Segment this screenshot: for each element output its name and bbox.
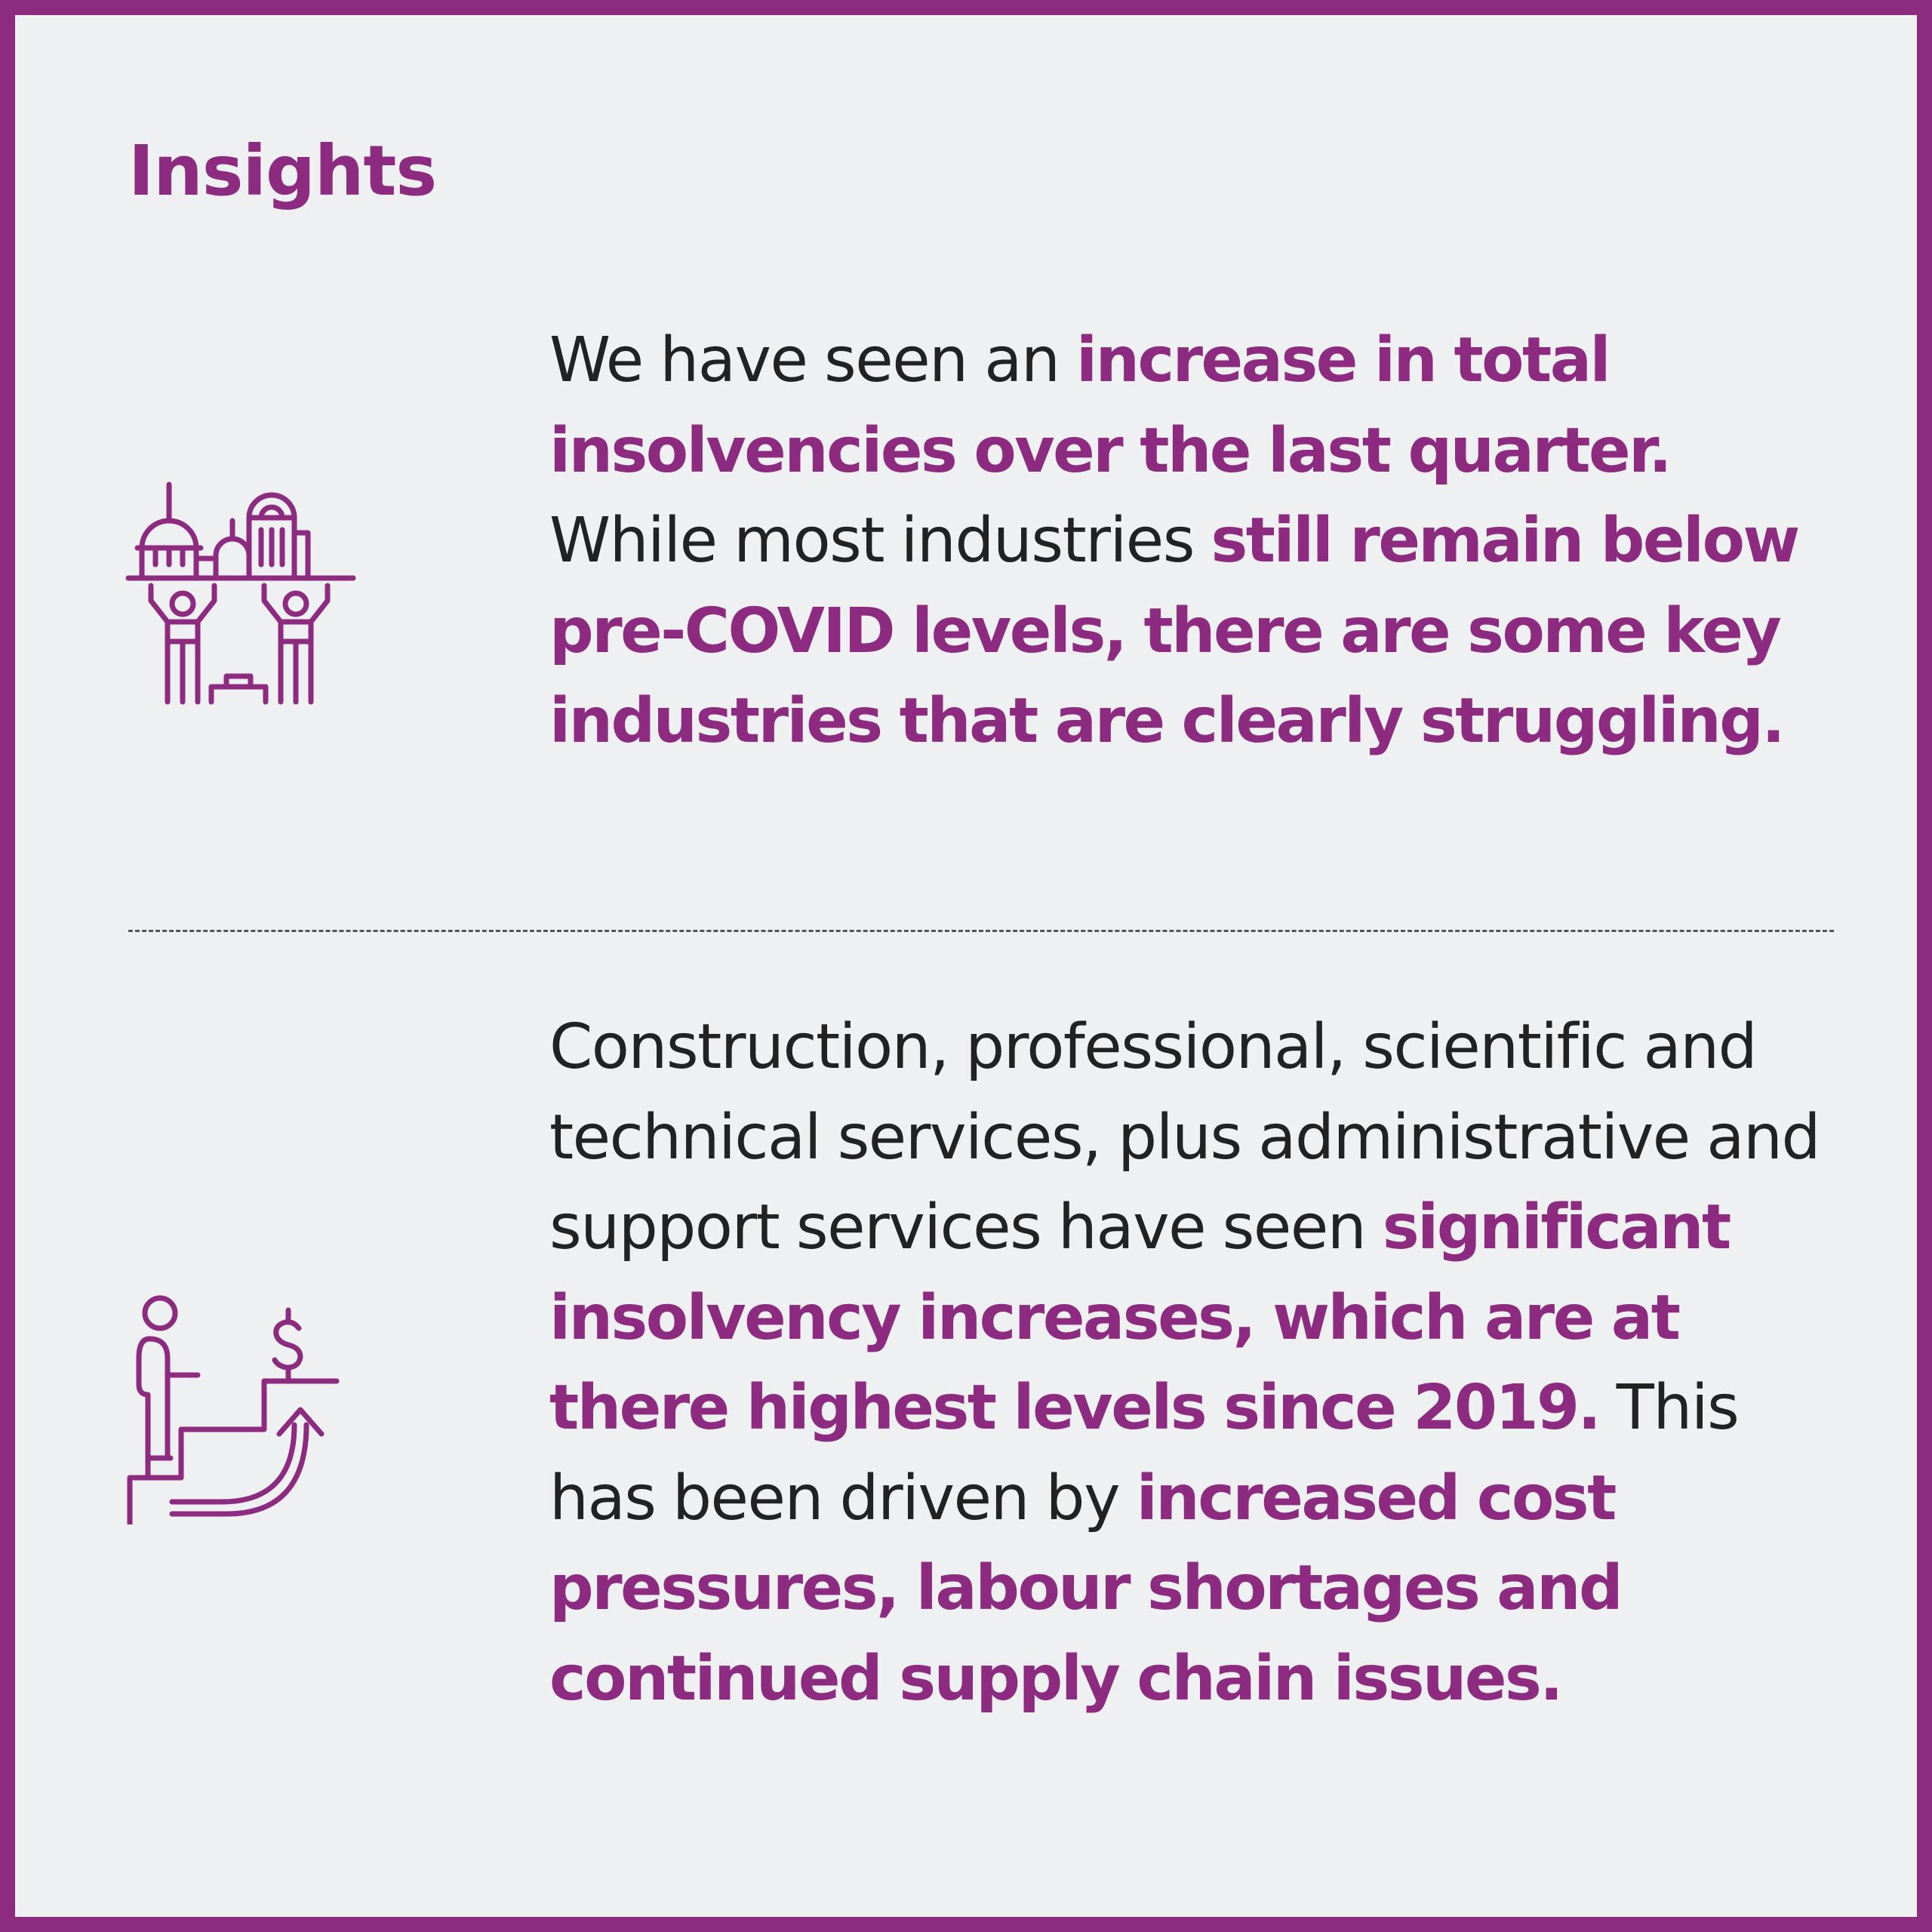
insight-2-text-highlight: significant insolvency increases, which … xyxy=(549,1192,1731,1444)
insight-2-text-plain: Construction, professional, scientific a… xyxy=(549,1011,1821,1263)
section-divider xyxy=(128,930,1834,932)
page-title: Insights xyxy=(128,131,437,211)
insight-1-text-highlight: still remain below pre-COVID levels, the… xyxy=(549,505,1800,757)
insight-2-text-plain: This has been driven by xyxy=(549,1372,1740,1534)
government-buildings-people-icon xyxy=(121,468,362,709)
insight-1-text-highlight: increase in total insolvencies over the … xyxy=(549,325,1672,487)
insight-1-text-plain: While most industries xyxy=(549,505,1211,577)
insight-2-text-highlight: increased cost pressures, labour shortag… xyxy=(549,1462,1623,1715)
person-stairs-dollar-growth-icon xyxy=(121,1283,362,1524)
insight-1-text-plain: We have seen an xyxy=(549,325,1076,396)
insight-text-2: Construction, professional, scientific a… xyxy=(549,1002,1832,1724)
insight-text-1: We have seen an increase in total insolv… xyxy=(549,315,1832,767)
